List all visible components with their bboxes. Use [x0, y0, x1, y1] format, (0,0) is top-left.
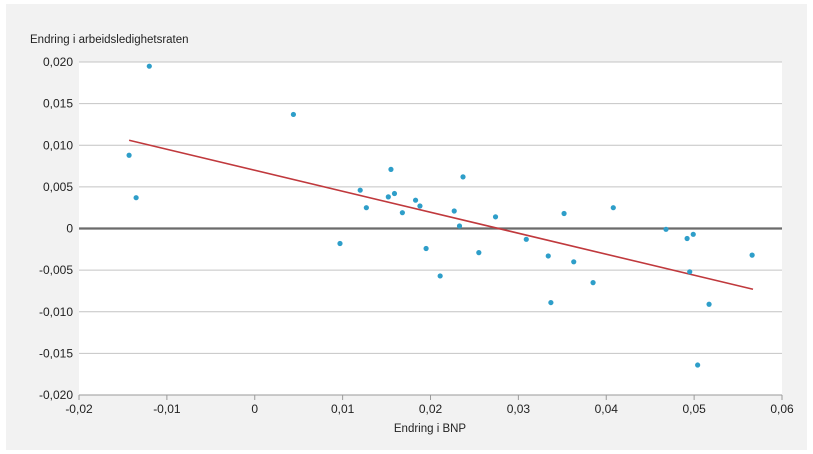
x-tick-label: -0,01	[153, 402, 181, 416]
data-point	[456, 223, 463, 229]
data-point	[290, 111, 297, 118]
y-tick-label: 0,020	[43, 55, 73, 69]
y-tick-label: -0,010	[39, 305, 73, 319]
y-tick-label: 0	[66, 222, 73, 236]
y-tick-label: -0,015	[39, 346, 73, 360]
x-tick-label: 0	[251, 402, 258, 416]
chart-figure: -0,02 -0,01 0 0,01 0,02 0,03 0,04 0,05 0,06 0,02…	[6, 4, 807, 450]
x-tick-label: 0,01	[331, 402, 355, 416]
x-axis-title: Endring i BNP	[394, 423, 467, 435]
data-point	[571, 259, 577, 265]
data-point	[548, 299, 554, 306]
x-axis-ticks: -0,02 -0,01 0 0,01 0,02 0,03 0,04 0,05 0,06	[65, 395, 794, 416]
x-tick-label: 0,02	[419, 402, 443, 416]
y-tick-label: -0,005	[39, 263, 73, 277]
data-point	[687, 269, 693, 275]
y-tick-label: 0,005	[43, 180, 73, 194]
y-tick-label: 0,010	[43, 138, 73, 152]
data-point	[561, 210, 567, 217]
data-point	[412, 197, 419, 203]
y-axis-ticks: 0,020 0,015 0,010 0,005 0 -0,005 -0,010 -0,015 -…	[39, 55, 73, 402]
data-point	[706, 301, 712, 307]
data-point	[337, 240, 343, 247]
data-point	[391, 190, 398, 197]
x-tick-label: 0,03	[507, 402, 531, 416]
data-point	[437, 273, 443, 279]
data-point	[146, 63, 152, 69]
data-point	[590, 280, 596, 286]
data-point	[451, 208, 457, 214]
y-tick-label: 0,015	[43, 97, 73, 111]
data-point	[357, 187, 363, 193]
data-point	[545, 253, 551, 259]
data-point	[460, 174, 466, 180]
data-point	[695, 362, 701, 368]
data-point	[749, 252, 755, 258]
y-tick-label: -0,020	[39, 388, 73, 402]
data-point	[126, 152, 132, 158]
data-point	[492, 214, 499, 220]
data-point	[423, 245, 429, 252]
data-points	[126, 63, 755, 368]
data-point	[133, 195, 139, 201]
data-point	[684, 235, 690, 242]
x-tick-label: -0,02	[65, 402, 93, 416]
data-point	[399, 210, 405, 216]
x-tick-label: 0,04	[595, 402, 619, 416]
data-point	[385, 194, 391, 200]
gridlines	[79, 61, 782, 354]
x-tick-label: 0,05	[682, 402, 706, 416]
data-point	[363, 205, 369, 211]
data-point	[476, 250, 482, 256]
trendline	[128, 139, 754, 291]
scatter-chart: -0,02 -0,01 0 0,01 0,02 0,03 0,04 0,05 0,06 0,02…	[30, 34, 794, 435]
data-point	[663, 226, 669, 232]
data-point	[417, 203, 423, 209]
data-point	[690, 231, 696, 237]
data-point	[388, 166, 394, 172]
data-point	[523, 236, 529, 242]
x-tick-label: 0,06	[770, 402, 794, 416]
y-axis-title: Endring i arbeidsledighetsraten	[30, 34, 189, 46]
data-point	[610, 205, 616, 211]
